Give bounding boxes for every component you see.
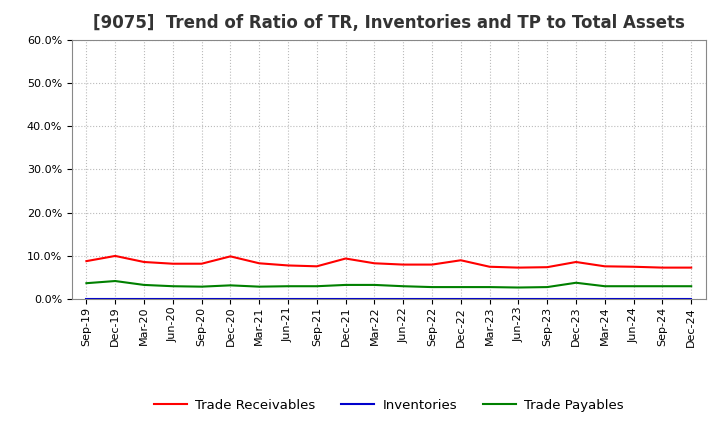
Inventories bbox=[226, 296, 235, 301]
Trade Payables bbox=[111, 279, 120, 284]
Trade Payables bbox=[255, 284, 264, 289]
Inventories bbox=[197, 296, 206, 301]
Inventories bbox=[399, 296, 408, 301]
Trade Payables bbox=[428, 284, 436, 290]
Inventories bbox=[456, 296, 465, 301]
Trade Receivables bbox=[399, 262, 408, 267]
Inventories bbox=[255, 296, 264, 301]
Trade Receivables bbox=[226, 254, 235, 259]
Trade Receivables bbox=[600, 264, 609, 269]
Trade Receivables bbox=[687, 265, 696, 270]
Trade Receivables bbox=[514, 265, 523, 270]
Trade Payables bbox=[485, 284, 494, 290]
Trade Receivables bbox=[168, 261, 177, 266]
Inventories bbox=[485, 296, 494, 301]
Trade Payables bbox=[687, 284, 696, 289]
Trade Receivables bbox=[255, 260, 264, 266]
Trade Receivables bbox=[456, 258, 465, 263]
Inventories bbox=[284, 296, 292, 301]
Inventories bbox=[543, 296, 552, 301]
Inventories bbox=[629, 296, 638, 301]
Trade Payables bbox=[168, 284, 177, 289]
Inventories bbox=[312, 296, 321, 301]
Trade Receivables bbox=[284, 263, 292, 268]
Legend: Trade Receivables, Inventories, Trade Payables: Trade Receivables, Inventories, Trade Pa… bbox=[148, 394, 629, 417]
Trade Receivables bbox=[312, 264, 321, 269]
Trade Receivables bbox=[485, 264, 494, 269]
Trade Receivables bbox=[572, 259, 580, 264]
Trade Payables bbox=[600, 284, 609, 289]
Trade Receivables bbox=[341, 256, 350, 261]
Trade Payables bbox=[370, 282, 379, 288]
Inventories bbox=[111, 296, 120, 301]
Trade Payables bbox=[658, 284, 667, 289]
Trade Payables bbox=[399, 284, 408, 289]
Title: [9075]  Trend of Ratio of TR, Inventories and TP to Total Assets: [9075] Trend of Ratio of TR, Inventories… bbox=[93, 15, 685, 33]
Inventories bbox=[140, 296, 148, 301]
Inventories bbox=[82, 296, 91, 301]
Trade Receivables bbox=[428, 262, 436, 267]
Trade Receivables bbox=[140, 259, 148, 264]
Trade Payables bbox=[543, 284, 552, 290]
Trade Receivables bbox=[658, 265, 667, 270]
Trade Receivables bbox=[543, 264, 552, 270]
Inventories bbox=[168, 296, 177, 301]
Trade Payables bbox=[456, 284, 465, 290]
Trade Payables bbox=[514, 285, 523, 290]
Trade Payables bbox=[140, 282, 148, 288]
Line: Trade Payables: Trade Payables bbox=[86, 281, 691, 287]
Inventories bbox=[600, 296, 609, 301]
Trade Receivables bbox=[629, 264, 638, 269]
Trade Receivables bbox=[370, 260, 379, 266]
Trade Payables bbox=[341, 282, 350, 288]
Trade Payables bbox=[629, 284, 638, 289]
Inventories bbox=[370, 296, 379, 301]
Trade Receivables bbox=[197, 261, 206, 266]
Inventories bbox=[572, 296, 580, 301]
Inventories bbox=[514, 296, 523, 301]
Trade Payables bbox=[572, 280, 580, 286]
Trade Payables bbox=[197, 284, 206, 289]
Trade Receivables bbox=[82, 258, 91, 264]
Trade Payables bbox=[284, 284, 292, 289]
Inventories bbox=[687, 296, 696, 301]
Inventories bbox=[658, 296, 667, 301]
Trade Payables bbox=[226, 283, 235, 288]
Trade Receivables bbox=[111, 253, 120, 259]
Trade Payables bbox=[312, 284, 321, 289]
Inventories bbox=[341, 296, 350, 301]
Trade Payables bbox=[82, 281, 91, 286]
Inventories bbox=[428, 296, 436, 301]
Line: Trade Receivables: Trade Receivables bbox=[86, 256, 691, 268]
